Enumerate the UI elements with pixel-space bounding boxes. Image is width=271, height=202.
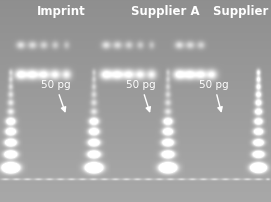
Text: Supplier B: Supplier B: [213, 5, 271, 18]
Text: 50 pg: 50 pg: [126, 80, 156, 112]
Text: Supplier A: Supplier A: [131, 5, 200, 18]
Text: 50 pg: 50 pg: [41, 80, 70, 112]
Text: 50 pg: 50 pg: [199, 80, 229, 112]
Text: Imprint: Imprint: [37, 5, 85, 18]
